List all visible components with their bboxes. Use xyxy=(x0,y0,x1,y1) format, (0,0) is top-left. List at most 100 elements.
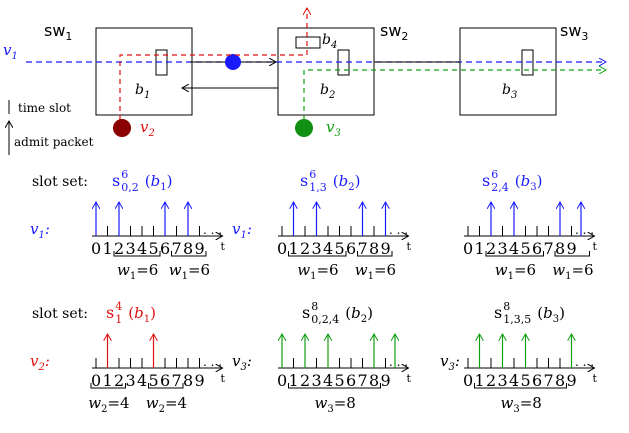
tick-label: 5 xyxy=(149,239,159,258)
tick-label: 4 xyxy=(323,239,333,258)
tick-label: 2 xyxy=(486,239,496,258)
flow-v3-label: v3 xyxy=(326,118,341,139)
tick-label: 1 xyxy=(475,371,485,390)
timeline-t-label: t xyxy=(221,240,226,253)
tick-label: 1 xyxy=(103,371,113,390)
timelines: v1:t. . .0 1 2 3 4 5 6 7 8 9w1=6 w1=6v1:t. . .0 1 2 3… xyxy=(30,202,598,415)
buffer-b1-label: b1 xyxy=(135,82,150,101)
tick-label: 4 xyxy=(323,371,333,390)
window-label: w2=4 xyxy=(146,394,187,415)
tick-label: 9 xyxy=(195,371,205,390)
tick-label: 3 xyxy=(126,371,136,390)
row1-slot-sets: slot set: s6 0,2 (b1) s6 1,3 (b2) s6 2,4 (b3) xyxy=(32,168,542,194)
flow-v2-label: v2 xyxy=(140,118,155,139)
row2-slot-sets: slot set: s4 1 (b1) s8 0,2,4 (b2) s8 1,3,5 (b3… xyxy=(32,300,565,326)
slot-set-v1-b1: s6 0,2 (b1) xyxy=(112,168,172,194)
row2-timeline-3: v3: t . . . 0 1 2 3 4 5 6 7 8 9 w3=8 xyxy=(440,334,598,415)
tick-label: 8 xyxy=(369,371,379,390)
tick-label: 2 xyxy=(114,239,124,258)
tick-label: 9 xyxy=(381,371,391,390)
window-bracket xyxy=(554,251,590,257)
window-bracket xyxy=(90,383,126,389)
timeline-ellipsis: . . . xyxy=(203,223,222,237)
switch-1-box xyxy=(95,27,193,116)
row1-timeline-1: v1: t . . . 0 1 2 3 4 5 6 7 8 9 w1=6 w1=6 xyxy=(30,202,226,282)
tick-label: 9 xyxy=(567,239,577,258)
timeline-ellipsis: . . . xyxy=(575,355,594,369)
buffer-b4 xyxy=(295,36,321,49)
timeline-t-label: t xyxy=(593,372,598,385)
switch-2-label: sw2 xyxy=(380,21,408,43)
window-label: w1=6 xyxy=(495,261,536,282)
tick-label: 3 xyxy=(498,371,508,390)
tick-label: 4 xyxy=(509,239,519,258)
flow-v3-path xyxy=(303,70,606,120)
tick-label: 0 xyxy=(277,239,287,258)
timeline-flow-label: v3: xyxy=(232,352,252,373)
tick-label: 4 xyxy=(509,371,519,390)
slot-set-v3-b2: s8 0,2,4 (b2) xyxy=(302,300,373,326)
buffer-b4-label: b4 xyxy=(322,32,337,51)
timeline-t-label: t xyxy=(221,372,226,385)
timeline-t-label: t xyxy=(593,240,598,253)
tick-label: 2 xyxy=(486,371,496,390)
node-v2 xyxy=(113,119,131,137)
tick-label: 6 xyxy=(532,239,542,258)
window-bracket xyxy=(288,251,347,257)
flow-v1-label: v1 xyxy=(3,41,18,62)
timeline-t-label: t xyxy=(407,372,412,385)
row2-timeline-2: v3: t . . . 0 1 2 3 4 5 6 7 8 9 w3=8 xyxy=(232,334,412,415)
slot-set-v1-b2: s6 1,3 (b2) xyxy=(300,168,360,194)
tick-label: 0 xyxy=(463,239,473,258)
window-bracket xyxy=(148,383,184,389)
window-label: w1=6 xyxy=(297,261,338,282)
legend-admit-label: admit packet xyxy=(14,135,94,149)
switch-2-box xyxy=(277,27,375,116)
tick-label: 6 xyxy=(346,371,356,390)
timeline-flow-label: v1: xyxy=(232,220,252,241)
tick-label: 8 xyxy=(555,371,565,390)
tick-label: 0 xyxy=(91,239,101,258)
window-bracket xyxy=(113,251,161,257)
flow-v2-path xyxy=(119,8,307,120)
tick-label: 5 xyxy=(521,371,531,390)
window-bracket xyxy=(474,383,567,389)
tick-label: 4 xyxy=(137,239,147,258)
switch-1-label: sw1 xyxy=(44,21,72,43)
tick-label: 9 xyxy=(567,371,577,390)
window-label: w3=8 xyxy=(501,394,542,415)
timeline-flow-label: v3: xyxy=(440,352,460,373)
slot-set-v3-b3: s8 1,3,5 (b3) xyxy=(494,300,565,326)
tick-label: 7 xyxy=(358,239,368,258)
window-bracket xyxy=(485,251,544,257)
window-label: w1=6 xyxy=(552,261,593,282)
window-bracket xyxy=(171,251,207,257)
tick-label: 8 xyxy=(555,239,565,258)
tick-label: 3 xyxy=(498,239,508,258)
timeline-ellipsis: . . . xyxy=(575,223,594,237)
tick-label: 7 xyxy=(544,239,554,258)
tick-label: 1 xyxy=(475,239,485,258)
tick-label: 2 xyxy=(300,371,310,390)
packet-v1 xyxy=(225,54,241,70)
row1-timeline-2: v1: t . . . 0 1 2 3 4 5 6 7 8 9 w1=6 w1=6 xyxy=(232,202,412,282)
slot-set-v1-b3: s6 2,4 (b3) xyxy=(482,168,542,194)
tick-label: 7 xyxy=(172,239,182,258)
tick-label: 8 xyxy=(369,239,379,258)
tick-label: 6 xyxy=(532,371,542,390)
switch-3-label: sw3 xyxy=(560,21,588,43)
window-label: w1=6 xyxy=(117,261,158,282)
tick-label: 0 xyxy=(277,371,287,390)
tick-label: 6 xyxy=(160,239,170,258)
legend-time-slot-label: time slot xyxy=(18,101,71,115)
tick-label: 5 xyxy=(149,371,159,390)
tick-label: 0 xyxy=(91,371,101,390)
timeline-ellipsis: . . . xyxy=(203,355,222,369)
window-bracket xyxy=(357,251,393,257)
slot-set-v2-b1: s4 1 (b1) xyxy=(106,300,156,326)
tick-label: 7 xyxy=(172,371,182,390)
row2-timeline-1: v2: t . . . 0 1 2 3 4 5 6 7 8 9 w2=4 w2=4 xyxy=(30,334,226,415)
timeline-flow-label: v1: xyxy=(30,220,50,241)
tick-label: 2 xyxy=(300,239,310,258)
tick-label: 8 xyxy=(183,239,193,258)
